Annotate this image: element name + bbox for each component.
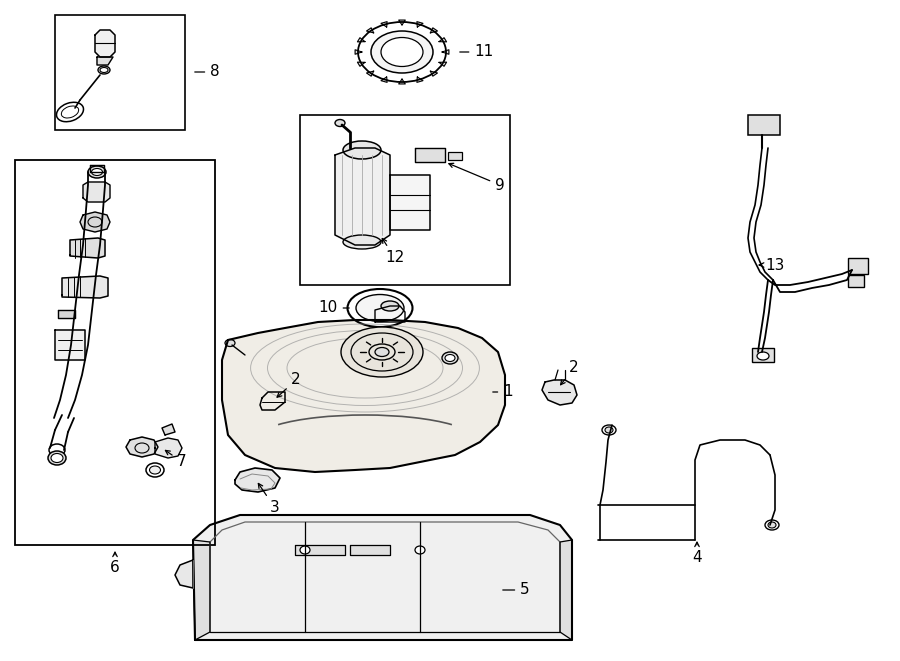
Polygon shape	[83, 182, 110, 202]
Text: 13: 13	[760, 258, 785, 272]
Polygon shape	[439, 38, 446, 42]
Ellipse shape	[88, 166, 106, 178]
Text: 2: 2	[277, 373, 301, 397]
Ellipse shape	[343, 235, 381, 249]
Text: 6: 6	[110, 552, 120, 576]
Polygon shape	[222, 320, 505, 472]
Text: 8: 8	[194, 65, 220, 79]
Polygon shape	[442, 50, 449, 54]
Ellipse shape	[375, 348, 389, 356]
Text: 5: 5	[503, 582, 530, 598]
Polygon shape	[390, 175, 430, 230]
Polygon shape	[97, 57, 113, 65]
Bar	[848, 275, 864, 287]
Polygon shape	[350, 545, 390, 555]
Polygon shape	[381, 77, 387, 83]
Text: 9: 9	[449, 163, 505, 192]
Bar	[15, 160, 215, 545]
Polygon shape	[357, 38, 365, 42]
Polygon shape	[90, 165, 104, 172]
Bar	[300, 115, 510, 285]
Polygon shape	[335, 148, 390, 245]
Ellipse shape	[381, 38, 423, 67]
Ellipse shape	[381, 301, 399, 311]
Bar	[752, 348, 774, 362]
Ellipse shape	[765, 520, 779, 530]
Polygon shape	[95, 30, 115, 57]
Polygon shape	[560, 540, 572, 640]
Bar	[848, 258, 868, 274]
Polygon shape	[155, 438, 182, 458]
Bar	[448, 152, 462, 160]
Ellipse shape	[343, 141, 381, 159]
Polygon shape	[235, 468, 280, 492]
Ellipse shape	[92, 169, 103, 176]
Ellipse shape	[146, 463, 164, 477]
Ellipse shape	[98, 66, 110, 74]
Ellipse shape	[51, 453, 63, 463]
Ellipse shape	[445, 354, 455, 362]
Polygon shape	[162, 424, 175, 435]
Ellipse shape	[335, 120, 345, 126]
Polygon shape	[542, 380, 577, 405]
Polygon shape	[55, 330, 85, 360]
Text: 10: 10	[319, 301, 349, 315]
Ellipse shape	[347, 289, 412, 327]
Polygon shape	[381, 22, 387, 27]
Ellipse shape	[100, 67, 108, 73]
Ellipse shape	[48, 451, 66, 465]
Polygon shape	[399, 79, 405, 84]
Ellipse shape	[358, 22, 446, 82]
Ellipse shape	[602, 425, 616, 435]
Ellipse shape	[442, 352, 458, 364]
Polygon shape	[399, 20, 405, 25]
Polygon shape	[417, 22, 423, 27]
Polygon shape	[58, 310, 75, 318]
Ellipse shape	[57, 102, 84, 122]
Polygon shape	[62, 276, 108, 298]
Bar	[748, 115, 780, 135]
Polygon shape	[193, 540, 210, 640]
Polygon shape	[439, 62, 446, 66]
Ellipse shape	[225, 340, 235, 346]
Polygon shape	[356, 50, 362, 54]
Polygon shape	[80, 212, 110, 232]
Ellipse shape	[415, 546, 425, 554]
Polygon shape	[375, 306, 405, 322]
Ellipse shape	[356, 295, 404, 321]
Polygon shape	[193, 515, 572, 640]
Text: 2: 2	[561, 360, 579, 385]
Polygon shape	[126, 437, 158, 457]
Polygon shape	[415, 148, 445, 162]
Polygon shape	[295, 545, 345, 555]
Ellipse shape	[757, 352, 769, 360]
Polygon shape	[260, 392, 285, 410]
Polygon shape	[357, 62, 365, 66]
Text: 4: 4	[692, 542, 702, 566]
Polygon shape	[430, 28, 437, 33]
Ellipse shape	[300, 546, 310, 554]
Polygon shape	[70, 238, 105, 258]
Text: 7: 7	[166, 450, 187, 469]
Text: 12: 12	[382, 239, 405, 266]
Text: 1: 1	[493, 385, 513, 399]
Polygon shape	[417, 77, 423, 83]
Ellipse shape	[371, 31, 433, 73]
Ellipse shape	[768, 522, 776, 528]
Polygon shape	[366, 28, 373, 33]
Text: 11: 11	[460, 44, 493, 59]
Ellipse shape	[605, 427, 613, 433]
Ellipse shape	[341, 327, 423, 377]
Polygon shape	[175, 560, 193, 588]
Polygon shape	[430, 71, 437, 76]
Text: 3: 3	[258, 483, 280, 516]
Bar	[55, 15, 185, 130]
Ellipse shape	[149, 466, 160, 474]
Polygon shape	[366, 71, 373, 76]
